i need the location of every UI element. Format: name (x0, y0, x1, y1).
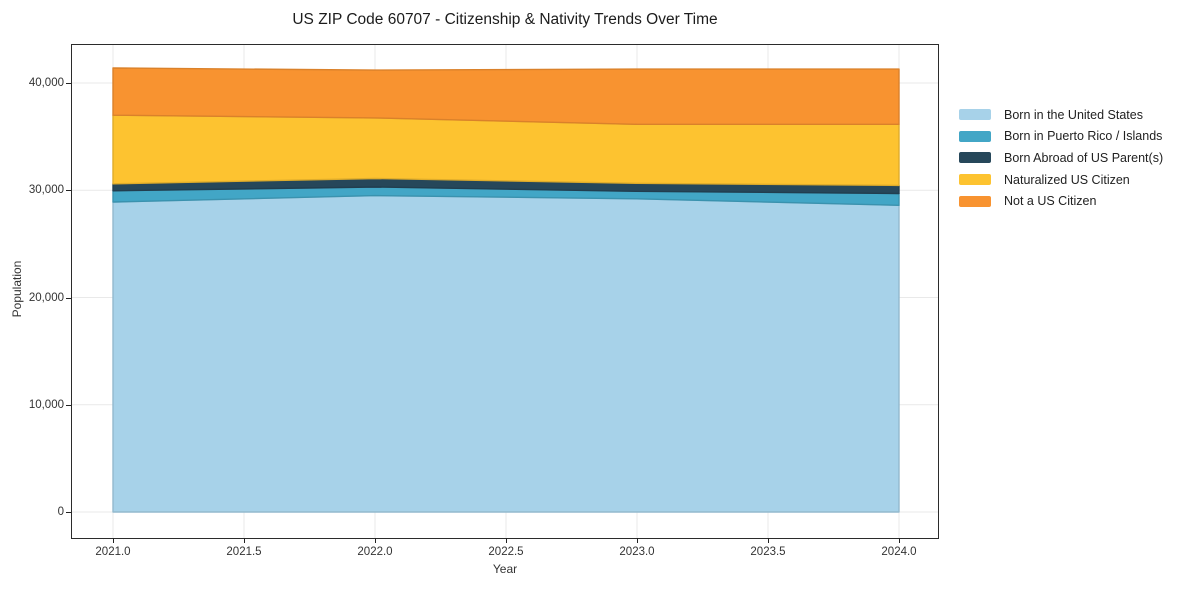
legend-swatch-4 (959, 195, 991, 207)
chart-title: US ZIP Code 60707 - Citizenship & Nativi… (292, 11, 718, 28)
stacked-area-chart (72, 45, 938, 538)
y-tick-mark (66, 190, 71, 191)
y-tick-label: 0 (57, 506, 64, 518)
legend-item-2: Born Abroad of US Parent(s) (959, 147, 1163, 169)
y-tick-label: 10,000 (28, 399, 64, 411)
legend-label-1: Born in Puerto Rico / Islands (1004, 129, 1163, 144)
x-tick-label: 2024.0 (881, 546, 917, 558)
x-tick-mark (899, 538, 900, 543)
plot-area (71, 44, 939, 539)
x-axis-title: Year (492, 562, 518, 576)
y-tick-mark (66, 298, 71, 299)
y-tick-mark (66, 83, 71, 84)
x-tick-mark (768, 538, 769, 543)
x-tick-label: 2023.5 (750, 546, 786, 558)
legend-item-4: Not a US Citizen (959, 190, 1163, 212)
legend: Born in the United States Born in Puerto … (959, 104, 1163, 212)
x-tick-label: 2022.5 (488, 546, 524, 558)
legend-label-3: Naturalized US Citizen (1004, 172, 1130, 187)
y-axis-title: Population (10, 260, 24, 318)
legend-item-0: Born in the United States (959, 104, 1163, 126)
legend-item-3: Naturalized US Citizen (959, 169, 1163, 191)
legend-label-0: Born in the United States (1004, 107, 1143, 122)
y-tick-label: 30,000 (28, 184, 64, 196)
area-series-0 (112, 194, 900, 513)
x-tick-mark (113, 538, 114, 543)
x-tick-mark (375, 538, 376, 543)
legend-swatch-2 (959, 152, 991, 164)
y-tick-mark (66, 405, 71, 406)
x-tick-label: 2021.5 (226, 546, 262, 558)
legend-label-2: Born Abroad of US Parent(s) (1004, 150, 1164, 165)
y-tick-mark (66, 512, 71, 513)
x-tick-label: 2021.0 (95, 546, 131, 558)
legend-item-1: Born in Puerto Rico / Islands (959, 126, 1163, 148)
legend-swatch-1 (959, 130, 991, 142)
x-tick-mark (244, 538, 245, 543)
x-tick-label: 2023.0 (619, 546, 655, 558)
x-tick-label: 2022.0 (357, 546, 393, 558)
legend-swatch-0 (959, 109, 991, 121)
x-tick-mark (506, 538, 507, 543)
area-series-3 (112, 114, 900, 187)
x-tick-mark (637, 538, 638, 543)
area-series-4 (112, 67, 900, 126)
legend-swatch-3 (959, 174, 991, 186)
legend-label-4: Not a US Citizen (1004, 194, 1097, 209)
y-tick-label: 20,000 (28, 292, 64, 304)
y-tick-label: 40,000 (28, 77, 64, 89)
